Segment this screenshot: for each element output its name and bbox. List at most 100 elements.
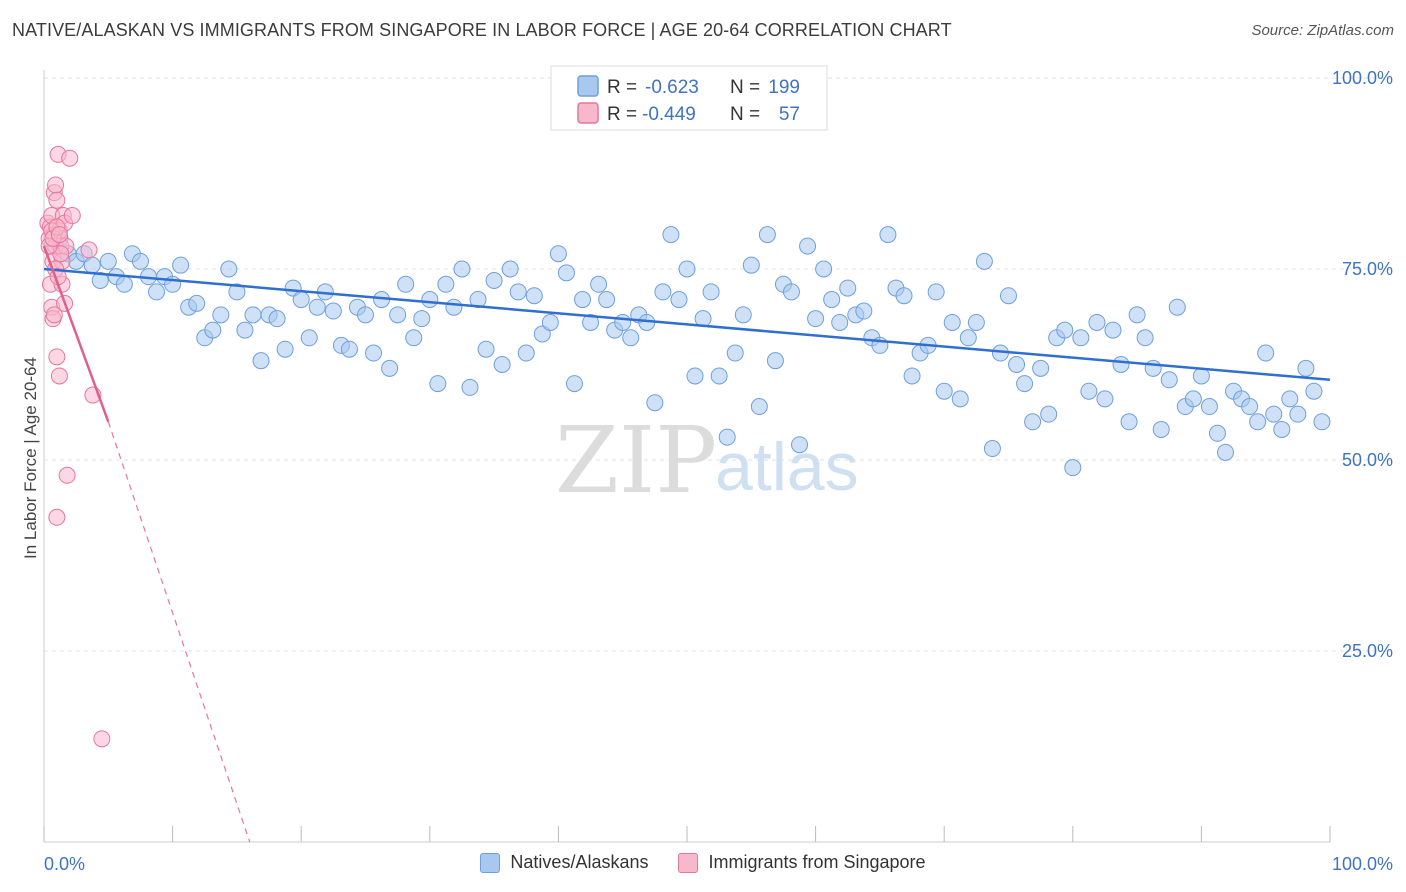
point-natives	[799, 237, 817, 255]
grid-lines	[44, 77, 1392, 652]
legend-label: Natives/Alaskans	[510, 852, 649, 872]
point-natives	[951, 390, 969, 408]
point-natives	[662, 226, 680, 244]
point-natives	[1000, 287, 1017, 305]
point-natives	[549, 245, 567, 263]
watermark-atlas: atlas	[715, 429, 859, 505]
point-natives	[172, 256, 190, 274]
point-natives	[1297, 359, 1315, 377]
point-natives	[710, 367, 728, 385]
point-natives	[1249, 413, 1267, 431]
point-natives	[582, 313, 600, 331]
point-natives	[895, 287, 913, 305]
point-natives	[565, 375, 583, 393]
point-natives	[726, 344, 744, 362]
point-natives	[1064, 459, 1082, 477]
legend-r-label-1: R =	[607, 77, 637, 98]
legend-swatch-singapore	[577, 102, 599, 124]
point-natives	[91, 271, 109, 289]
point-singapore	[93, 730, 111, 748]
point-natives	[397, 275, 415, 293]
point-natives	[1112, 356, 1130, 373]
legend-swatch	[480, 852, 501, 873]
point-natives	[1265, 405, 1283, 423]
point-natives	[1016, 375, 1034, 393]
point-natives	[292, 291, 310, 309]
point-singapore	[47, 176, 65, 194]
point-natives	[308, 298, 326, 316]
point-natives	[831, 313, 849, 331]
point-natives	[1208, 424, 1226, 442]
point-natives	[903, 367, 921, 385]
point-natives	[1072, 329, 1090, 347]
point-natives	[686, 367, 704, 385]
point-natives	[276, 340, 294, 358]
point-singapore	[50, 226, 68, 244]
point-singapore	[48, 348, 66, 366]
legend-r-value-2: -0.449	[642, 104, 696, 125]
stats-legend: R = -0.623 N = 199 R = -0.449 N = 57	[550, 65, 828, 131]
point-natives	[453, 260, 471, 278]
point-natives	[959, 329, 977, 347]
point-natives	[421, 291, 439, 309]
point-natives	[807, 310, 825, 328]
point-natives	[598, 291, 616, 309]
point-singapore	[58, 466, 76, 484]
legend-item-singapore: Immigrants from Singapore	[678, 852, 926, 873]
point-natives	[750, 398, 768, 416]
point-natives	[879, 226, 897, 244]
legend-item-natives: Natives/Alaskans	[480, 852, 648, 873]
trend-lines	[42, 245, 1331, 843]
point-natives	[815, 260, 833, 278]
point-natives	[646, 394, 664, 412]
point-singapore	[50, 367, 68, 385]
legend-n-value-2: 57	[779, 104, 800, 125]
point-natives	[983, 440, 1001, 458]
point-natives	[517, 344, 535, 362]
x-tick-label-max: 100.0%	[1332, 854, 1393, 874]
point-natives	[413, 310, 431, 328]
point-natives	[501, 260, 519, 278]
point-natives	[839, 279, 857, 297]
point-natives	[236, 321, 254, 339]
point-natives	[365, 344, 383, 362]
y-axis-label: In Labor Force | Age 20-64	[21, 357, 40, 559]
point-natives	[590, 275, 608, 293]
point-natives	[340, 340, 358, 358]
legend-r-value-1: -0.623	[645, 77, 699, 98]
source-label: Source: ZipAtlas.com	[1251, 22, 1394, 39]
point-natives	[782, 283, 800, 301]
point-natives	[324, 302, 342, 320]
point-natives	[1128, 306, 1146, 324]
point-natives	[622, 329, 640, 347]
point-natives	[935, 382, 953, 400]
point-natives	[429, 375, 447, 393]
point-natives	[702, 283, 720, 301]
point-natives	[1032, 359, 1050, 377]
point-natives	[461, 378, 479, 396]
point-singapore	[63, 207, 81, 225]
point-natives	[389, 306, 407, 324]
point-natives	[1168, 298, 1186, 316]
point-singapore	[48, 508, 66, 526]
point-natives	[99, 252, 117, 270]
point-natives	[1056, 321, 1074, 339]
point-natives	[1096, 390, 1114, 408]
point-natives	[381, 359, 399, 377]
y-tick-label: 75.0%	[1342, 259, 1393, 279]
point-natives	[1184, 390, 1202, 408]
x-tick-label-min: 0.0%	[44, 854, 85, 874]
trend-line-natives	[43, 267, 1331, 382]
legend-n-label-1: N =	[730, 77, 760, 98]
point-natives	[975, 252, 993, 270]
point-natives	[1200, 398, 1218, 416]
legend-label: Immigrants from Singapore	[708, 852, 926, 872]
point-natives	[493, 356, 511, 373]
legend-swatch-natives	[577, 75, 599, 97]
point-natives	[148, 283, 166, 301]
point-natives	[855, 302, 873, 320]
point-natives	[437, 275, 455, 293]
watermark-zip: ZIP	[555, 407, 717, 514]
point-natives	[485, 271, 503, 289]
legend-n-label-2: N =	[730, 104, 760, 125]
